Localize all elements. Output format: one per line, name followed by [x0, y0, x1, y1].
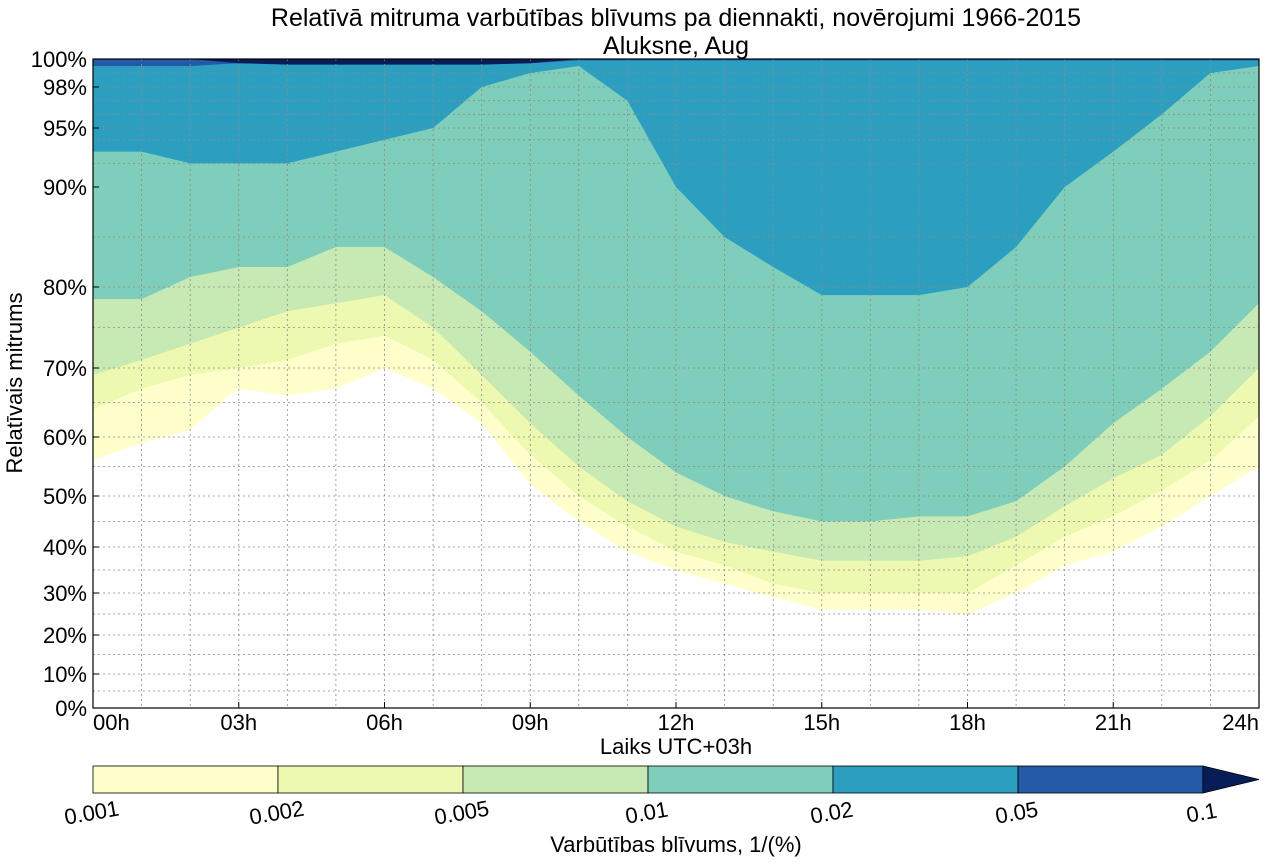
colorbar-segment: [832, 765, 1019, 794]
x-tick-label: 18h: [949, 710, 986, 735]
y-tick-label: 95%: [43, 116, 87, 141]
y-tick-label: 30%: [43, 581, 87, 606]
y-tick-label: 98%: [43, 75, 87, 100]
y-tick-label: 10%: [43, 662, 87, 687]
y-tick-label: 20%: [43, 623, 87, 648]
colorbar: 0.001 0.002 0.005 0.01 0.02 0.05 0.1: [62, 765, 1260, 830]
y-tick-label: 70%: [43, 356, 87, 381]
chart-subtitle: Aluksne, Aug: [603, 32, 749, 60]
y-tick-label: 100%: [31, 47, 87, 72]
chart-title: Relatīvā mitruma varbūtības blīvums pa d…: [271, 4, 1081, 32]
x-axis: 00h 03h 06h 09h 12h 15h 18h 21h 24h: [92, 702, 1260, 735]
colorbar-label: Varbūtības blīvums, 1/(%): [550, 832, 801, 857]
x-axis-label: Laiks UTC+03h: [600, 734, 752, 759]
x-tick-label: 06h: [366, 710, 403, 735]
y-axis: 0% 10% 20% 30% 40% 50% 60% 70% 80% 90% 95% 98% 100%: [31, 47, 99, 721]
x-tick-label: 21h: [1095, 710, 1132, 735]
y-axis-label: Relatīvais mitrums: [2, 293, 27, 474]
x-tick-label: 24h: [1222, 710, 1259, 735]
colorbar-segment: [647, 765, 834, 794]
colorbar-tick-label: 0.002: [247, 796, 306, 830]
x-tick-label: 15h: [803, 710, 840, 735]
y-tick-label: 90%: [43, 175, 87, 200]
colorbar-segment: [1017, 765, 1204, 794]
colorbar-segment: [462, 765, 649, 794]
chart-title-group: Relatīvā mitruma varbūtības blīvums pa d…: [271, 4, 1081, 60]
x-tick-label: 00h: [93, 710, 130, 735]
y-tick-label: 60%: [43, 425, 87, 450]
y-tick-label: 80%: [43, 275, 87, 300]
x-tick-label: 09h: [512, 710, 549, 735]
contour-band-0.02: [93, 59, 1259, 296]
y-tick-label: 0%: [55, 696, 87, 721]
colorbar-extend-arrow: [1202, 765, 1260, 794]
colorbar-segment: [277, 765, 464, 794]
colorbar-tick-label: 0.001: [62, 796, 121, 830]
colorbar-tick-label: 0.005: [432, 796, 491, 830]
colorbar-tick-label: 0.01: [623, 797, 670, 829]
gridlines: [93, 59, 1259, 708]
x-tick-label: 12h: [658, 710, 695, 735]
colorbar-tick-label: 0.05: [993, 797, 1040, 829]
colorbar-segment: [92, 765, 279, 794]
y-tick-label: 50%: [43, 484, 87, 509]
colorbar-tick-label: 0.1: [1184, 798, 1218, 828]
colorbar-tick-label: 0.02: [808, 797, 855, 829]
x-tick-label: 03h: [220, 710, 257, 735]
y-tick-label: 40%: [43, 535, 87, 560]
